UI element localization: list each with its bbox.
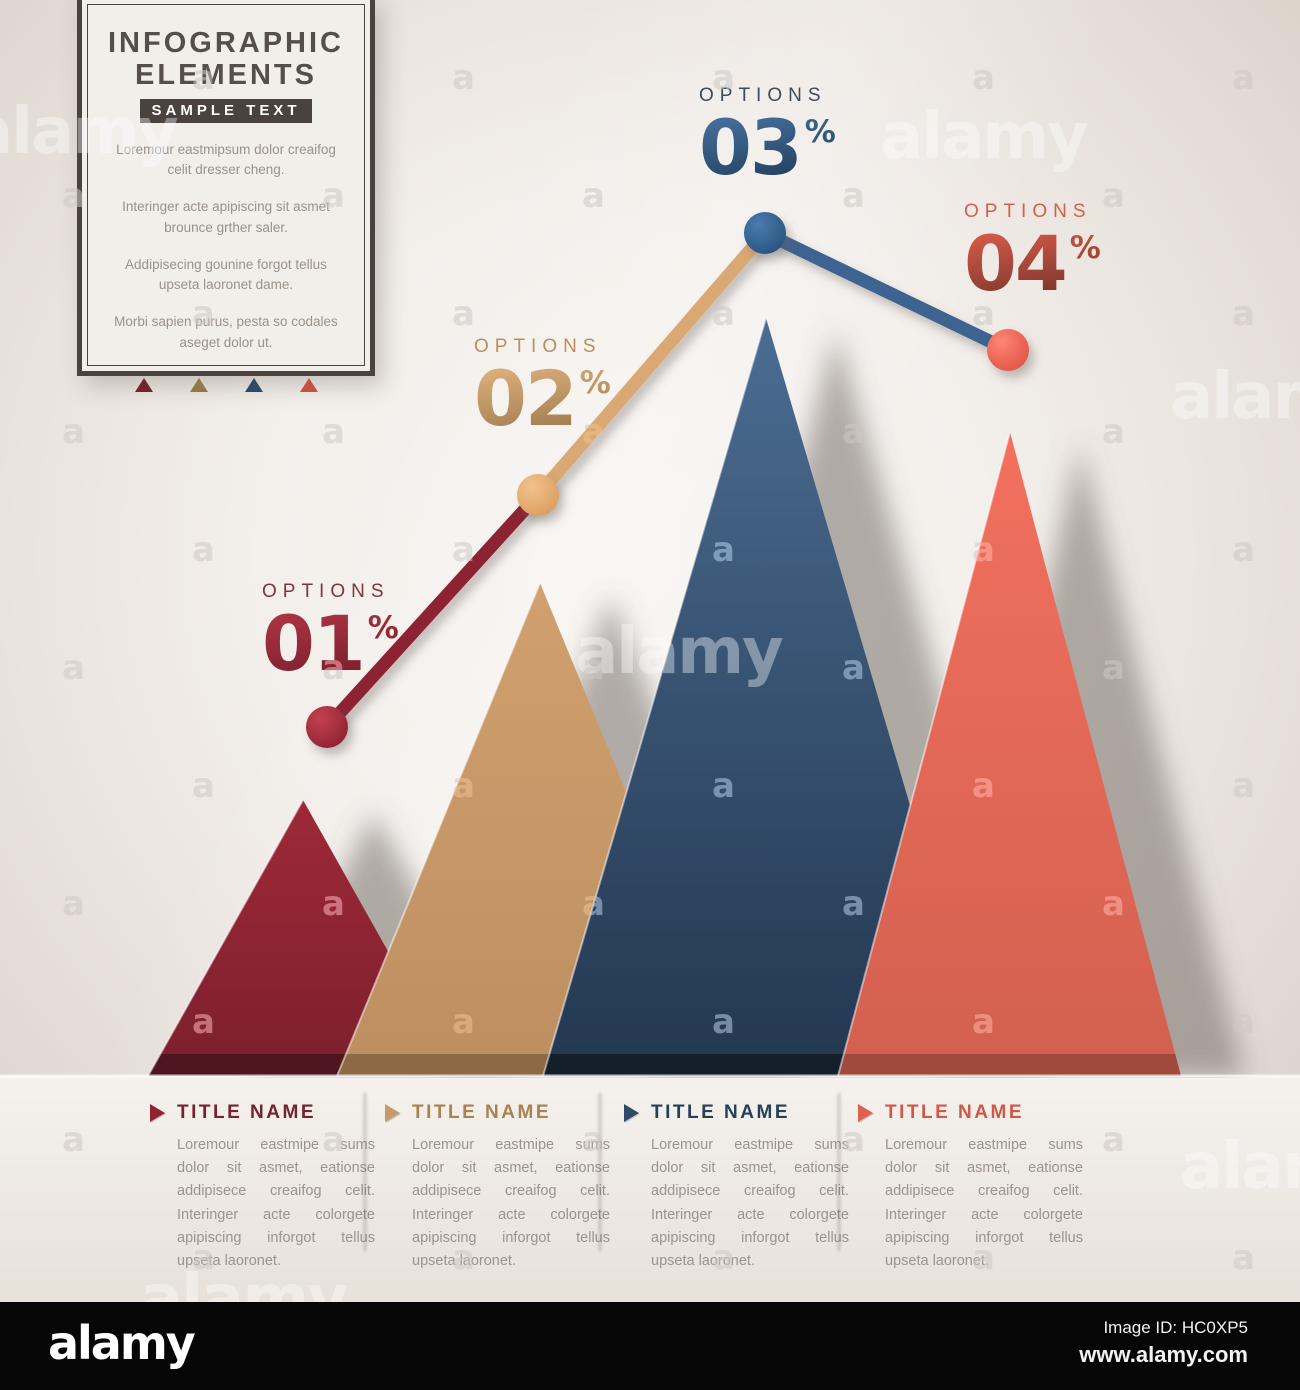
legend-column-3-body: Loremour eastmipe sums dolor sit asmet, … [651,1137,849,1269]
legend-column-3-header: TITLE NAME [624,1102,852,1124]
option-title-02: OPTIONS [474,336,602,357]
triangle-bullet-icon [189,377,208,392]
image-id-text: Image ID: HC0XP5 [1103,1318,1248,1337]
legend-column-2-header: TITLE NAME [385,1102,613,1124]
percent-sign-02: % [579,365,611,401]
triangle-base-coral [838,1054,1181,1076]
legend-column-4-header: TITLE NAME [858,1102,1086,1124]
triangle-edge-highlight-tan [336,582,541,1077]
alamy-logo: alamy [48,1316,196,1370]
triangle-edge-highlight-blue [542,317,767,1077]
legend-column-4-body: Loremour eastmipe sums dolor sit asmet, … [885,1137,1083,1269]
baseline-highlight [0,1074,1300,1078]
floor [0,1076,1300,1302]
header-title-line1: INFOGRAPHIC [108,27,344,59]
option-number-01: 01 [262,599,364,688]
column-divider [597,1092,603,1252]
legend-column-1-title: TITLE NAME [177,1102,316,1123]
header-badge: SAMPLE TEXT [140,98,312,123]
line-point-02 [517,474,559,516]
legend-column-1-header: TITLE NAME [150,1102,378,1124]
header-paragraph-1: Loremour eastmipsum dolor creaifog celit… [116,141,336,178]
header-paragraph-3: Addipisecing gounine forgot tellus upset… [125,256,327,293]
header-bullet-row [88,377,364,392]
legend-column-1-body: Loremour eastmipe sums dolor sit asmet, … [177,1137,375,1269]
line-point-01 [306,706,348,748]
header-card: INFOGRAPHIC ELEMENTS SAMPLE TEXT Loremou… [77,0,375,392]
option-number-02: 02 [474,354,576,443]
legend-column-3: TITLE NAME Loremour eastmipe sums dolor … [624,1102,852,1273]
triangle-edge-highlight-red [147,799,304,1077]
column-divider [836,1092,842,1252]
option-number-03: 03 [699,103,801,192]
header-title-line2: ELEMENTS [135,59,317,92]
arrow-icon [150,1104,165,1122]
percent-sign-01: % [367,610,399,646]
legend-column-3-title: TITLE NAME [651,1102,790,1123]
arrow-icon [385,1104,400,1122]
legend-column-2-title: TITLE NAME [412,1102,551,1123]
triangle-bullet-icon [244,377,263,392]
option-label-03: OPTIONS 03% [699,85,836,183]
watermark-footer-bar: alamy Image ID: HC0XP5 www.alamy.com [0,1302,1300,1390]
site-url-text: www.alamy.com [1079,1342,1248,1367]
arrow-icon [858,1104,873,1122]
option-value-02: 02% [474,364,611,434]
line-segment-3 [758,226,1015,357]
legend-column-1: TITLE NAME Loremour eastmipe sums dolor … [150,1102,378,1273]
legend-column-4: TITLE NAME Loremour eastmipe sums dolor … [858,1102,1086,1273]
option-title-03: OPTIONS [699,85,827,106]
arrow-icon [624,1104,639,1122]
option-label-02: OPTIONS 02% [474,336,611,434]
triangle-bullet-icon [134,377,153,392]
header-card-inner-border: INFOGRAPHIC ELEMENTS SAMPLE TEXT Loremou… [87,4,365,392]
triangle-coral [838,432,1181,1076]
line-segment-2 [531,226,772,502]
header-paragraph-4: Morbi sapien purus, pesta so codales ase… [114,314,338,350]
footer-info: Image ID: HC0XP5 www.alamy.com [1079,1318,1248,1368]
option-value-03: 03% [699,113,836,183]
option-value-01: 01% [262,609,399,679]
legend-column-4-title: TITLE NAME [885,1102,1024,1123]
legend-column-2-body: Loremour eastmipe sums dolor sit asmet, … [412,1137,610,1269]
option-label-01: OPTIONS 01% [262,581,399,679]
percent-sign-04: % [1069,230,1101,266]
header-paragraph-2: Interinger acte apipiscing sit asmet bro… [122,199,330,235]
triangle-edge-highlight-coral [837,431,1011,1077]
option-title-01: OPTIONS [262,581,390,602]
percent-sign-03: % [804,114,836,150]
column-divider [362,1092,368,1252]
legend-column-2: TITLE NAME Loremour eastmipe sums dolor … [385,1102,613,1273]
option-title-04: OPTIONS [964,201,1092,222]
line-segment-1 [320,488,545,734]
option-value-04: 04% [964,229,1101,299]
option-label-04: OPTIONS 04% [964,201,1101,299]
option-number-04: 04 [964,219,1066,308]
line-point-04 [987,329,1029,371]
triangle-bullet-icon [299,377,318,392]
triangle-blue [543,318,990,1076]
line-point-03 [744,212,786,254]
